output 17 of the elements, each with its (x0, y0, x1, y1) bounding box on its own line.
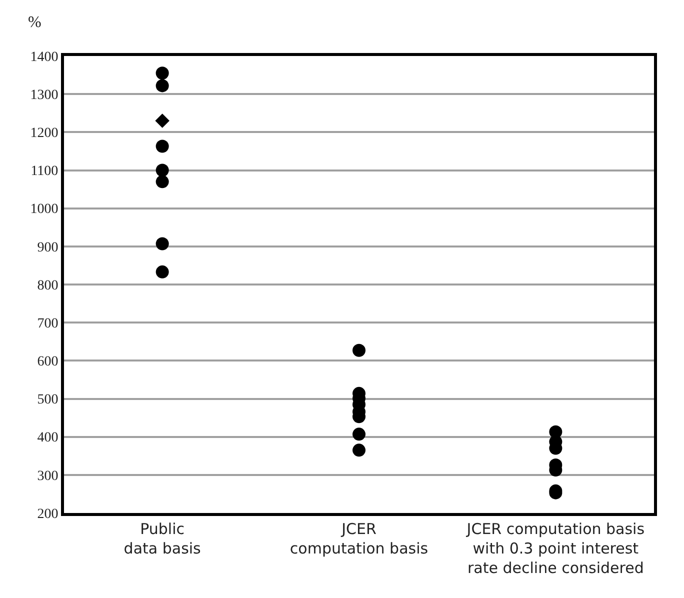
y-tick-label: 1300 (30, 88, 58, 103)
y-axis-title: % (28, 14, 42, 31)
y-tick-label: 900 (37, 240, 58, 256)
x-tick-label: JCER computation basis with 0.3 point interest rate decline considered (466, 520, 645, 577)
y-tick-label: 1100 (30, 164, 58, 180)
y-tick-label: 1400 (30, 50, 58, 65)
y-tick-label: 1200 (30, 126, 58, 142)
y-tick-label: 300 (37, 468, 58, 484)
x-tick-label: JCER computation basis (290, 520, 428, 558)
y-tick-label: 200 (37, 506, 58, 522)
y-tick-label: 600 (37, 354, 58, 370)
y-tick-label: 800 (37, 278, 58, 294)
y-tick-label: 400 (37, 430, 58, 446)
y-tick-label: 700 (37, 316, 58, 332)
x-tick-label: Public data basis (124, 520, 202, 558)
y-tick-label: 1000 (30, 202, 58, 218)
y-tick-label: 500 (37, 392, 58, 408)
